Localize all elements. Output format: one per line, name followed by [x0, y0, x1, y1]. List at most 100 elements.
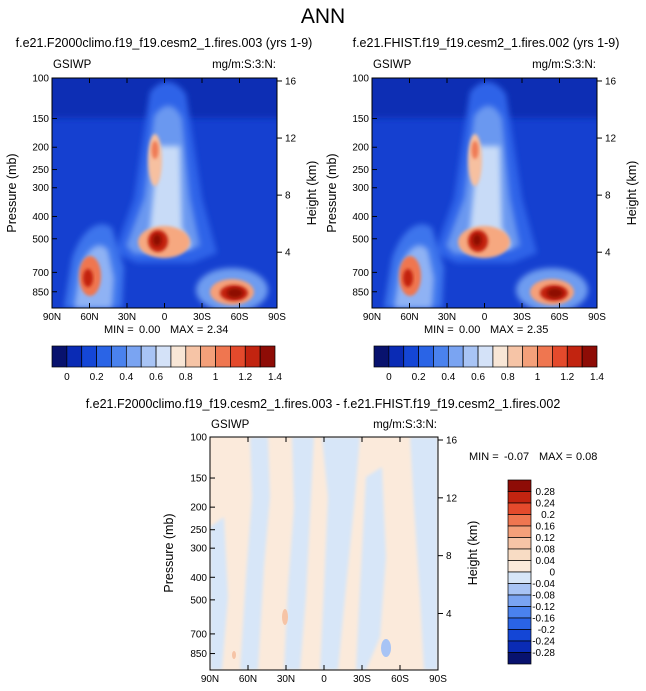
panel-left-min-label: MIN =	[104, 324, 134, 336]
colorbar-swatch	[507, 640, 532, 653]
panel-left-ylabel: Pressure (mb)	[5, 153, 19, 232]
y-tick-label: 300	[32, 183, 49, 194]
colorbar-swatch	[111, 345, 127, 368]
diff-positive-spot-small	[232, 651, 236, 659]
diff-negative-band-b	[284, 437, 314, 670]
y-tick-label: 300	[190, 544, 207, 555]
colorbar-label: 0.2	[412, 372, 426, 383]
panel-left-max-value: 2.34	[207, 324, 228, 336]
colorbar-label: 0.6	[471, 372, 485, 383]
field-southern-core-peak	[227, 288, 243, 298]
y-right-tick-label: 8	[446, 551, 452, 562]
x-tick-label: 0	[162, 312, 168, 323]
colorbar-swatch	[447, 345, 464, 368]
y-tick-label: 250	[32, 165, 49, 176]
y-tick-label: 150	[352, 114, 369, 125]
panel-right-ylabel: Pressure (mb)	[325, 153, 339, 232]
panel-right-colorbar: 0 0.2 0.4 0.6 0.8 1 1.2 1.4	[373, 345, 604, 383]
panel-difference-field-label: GSIWP	[211, 419, 250, 431]
colorbar-swatch	[66, 345, 83, 368]
colorbar-swatch	[507, 537, 532, 550]
y-right-tick-label: 12	[605, 134, 617, 145]
colorbar-swatch	[522, 345, 538, 368]
colorbar-swatch	[507, 548, 532, 561]
panel-difference-title: f.e21.F2000climo.f19_f19.cesm2_1.fires.0…	[86, 397, 561, 411]
colorbar-swatch	[507, 479, 532, 492]
x-tick-label: 30S	[193, 312, 211, 323]
y-tick-label: 150	[190, 474, 207, 485]
colorbar-swatch	[418, 345, 434, 368]
colorbar-label: -0.12	[532, 602, 555, 613]
y-tick-label: 850	[190, 649, 207, 660]
panel-difference-min-value: -0.07	[504, 451, 529, 463]
colorbar-swatch	[96, 345, 112, 368]
y-tick-label: 700	[32, 268, 49, 279]
colorbar-swatch	[507, 502, 532, 515]
colorbar-label: 0.6	[149, 372, 163, 383]
colorbar-label: -0.16	[532, 614, 555, 625]
panel-difference-field	[210, 437, 438, 670]
x-tick-label: 0	[321, 674, 327, 685]
y-tick-label: 100	[32, 74, 49, 85]
colorbar-label: 0	[64, 372, 70, 383]
y-tick-label: 500	[190, 595, 207, 606]
y-right-tick-label: 12	[285, 134, 297, 145]
colorbar-swatch	[507, 514, 532, 527]
colorbar-label: 0.2	[90, 372, 104, 383]
panel-right-title: f.e21.FHIST.f19_f19.cesm2_1.fires.002 (y…	[353, 36, 620, 50]
y-right-tick-label: 8	[285, 191, 291, 202]
x-tick-label: 30S	[513, 312, 531, 323]
y-right-tick-label: 12	[446, 493, 458, 504]
y-tick-label: 250	[190, 525, 207, 536]
colorbar-label: 1.2	[238, 372, 252, 383]
y-tick-label: 100	[190, 433, 207, 444]
colorbar-swatch	[433, 345, 449, 368]
colorbar-swatch	[507, 560, 532, 573]
colorbar-swatch	[51, 345, 68, 368]
colorbar-swatch	[215, 345, 231, 368]
colorbar-label: 0.08	[536, 545, 556, 556]
colorbar-swatch	[200, 345, 216, 368]
panel-difference-min-label: MIN =	[469, 451, 499, 463]
panel-difference-plot-area	[210, 437, 438, 670]
diff-negative-band-c	[320, 437, 360, 670]
panel-left-axes: 90N 60N 30N 0 30S 60S 90S 100 150 200 250 300 400 500…	[32, 74, 296, 324]
x-tick-label: 90S	[268, 312, 286, 323]
colorbar-swatch	[507, 652, 532, 665]
x-tick-label: 90N	[43, 312, 61, 323]
field-tropical-column-inner	[462, 146, 512, 250]
colorbar-label: 0.8	[501, 372, 515, 383]
panel-right-max-value: 2.35	[527, 324, 548, 336]
diff-negative-band-e	[410, 437, 438, 670]
panel-difference-ylabel: Pressure (mb)	[162, 513, 176, 592]
panel-difference-units-label: mg/m:S:3:N:	[373, 419, 437, 431]
colorbar-label: -0.08	[532, 591, 555, 602]
colorbar-swatch	[552, 345, 568, 368]
colorbar-label: 0.8	[179, 372, 193, 383]
colorbar-swatch	[462, 345, 479, 368]
colorbar-swatch	[507, 617, 532, 630]
panel-right-ylabel-right: Height (km)	[625, 161, 639, 226]
diff-negative-spot	[381, 639, 391, 657]
colorbar-swatch	[230, 345, 246, 368]
field-upper-core	[468, 134, 482, 186]
y-tick-label: 100	[352, 74, 369, 85]
colorbar-swatch	[81, 345, 97, 368]
panel-difference-colorbar: 0.280.240.20.160.120.080.040-0.04-0.08-0…	[507, 479, 556, 665]
colorbar-swatch	[492, 345, 509, 368]
y-tick-label: 200	[190, 503, 207, 514]
y-right-tick-label: 4	[446, 609, 452, 620]
field-tropical-column-inner	[142, 146, 192, 250]
colorbar-swatch	[537, 345, 553, 368]
panel-right-min-value: 0.00	[459, 324, 480, 336]
x-tick-label: 90N	[201, 674, 219, 685]
colorbar-label: 0.4	[119, 372, 133, 383]
colorbar-swatch	[507, 594, 532, 607]
x-tick-label: 90S	[429, 674, 447, 685]
colorbar-swatch	[507, 525, 532, 538]
panel-right: f.e21.FHIST.f19_f19.cesm2_1.fires.002 (y…	[325, 36, 639, 383]
diff-positive-spot	[282, 609, 288, 625]
colorbar-label: 0	[549, 568, 555, 579]
panel-right-units-label: mg/m:S:3:N:	[532, 59, 596, 71]
field-northern-core-peak	[83, 269, 93, 287]
